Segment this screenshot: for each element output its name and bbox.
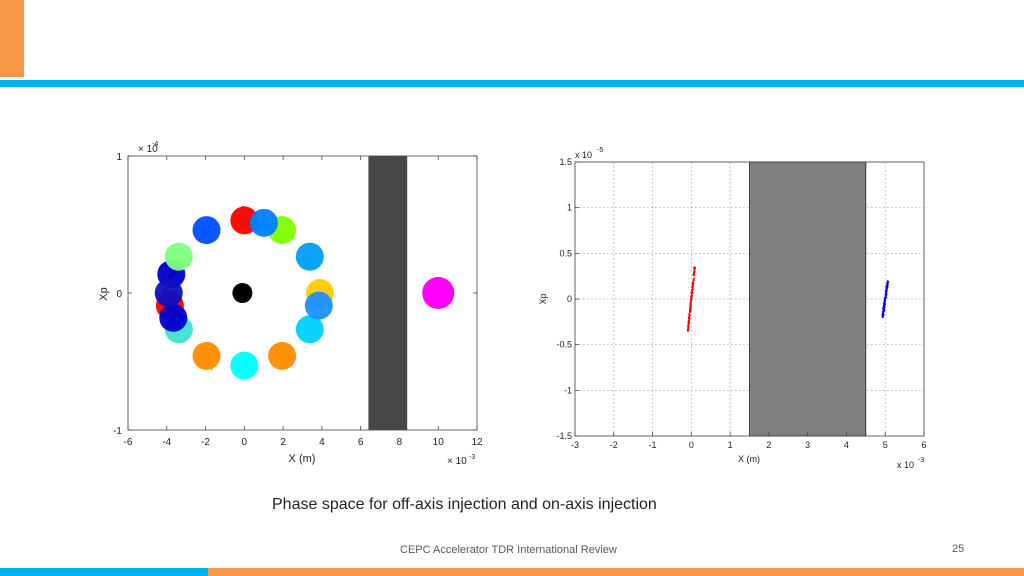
right-x-tick-label: -3 — [571, 440, 579, 450]
left-x-tick-label: -6 — [124, 437, 133, 448]
left-septum-blade — [368, 156, 408, 430]
right-x-tick-label: 2 — [766, 440, 771, 450]
ring-bunch-14 — [295, 242, 324, 271]
ring-bunch-17 — [154, 279, 183, 307]
left-x-tick-label: 4 — [319, 437, 325, 448]
right-y-multiplier: x 10 — [575, 150, 592, 160]
left-x-tick-label: 2 — [280, 437, 286, 448]
right-x-tick-label: 5 — [883, 440, 888, 450]
injected-beam — [422, 277, 455, 309]
right-x-tick-label: 3 — [805, 440, 810, 450]
header-divider-bar — [0, 80, 1024, 87]
left-y-tick-label: -1 — [113, 426, 122, 437]
ring-bunch-12 — [192, 216, 221, 245]
left-x-multiplier: × 10 — [447, 456, 467, 467]
injected-beam — [881, 280, 890, 319]
left-y-multiplier: × 10 — [138, 144, 158, 155]
left-x-tick-label: 8 — [397, 437, 403, 448]
right-y-tick-label: 1 — [567, 203, 572, 213]
corner-accent-block — [0, 0, 24, 77]
left-x-tick-label: -4 — [162, 437, 171, 448]
right-x-tick-label: 6 — [921, 440, 926, 450]
left-x-tick-label: -2 — [201, 437, 210, 448]
left-y-exponent: -4 — [152, 141, 158, 148]
right-x-tick-label: 0 — [689, 440, 694, 450]
left-x-tick-label: 10 — [433, 437, 445, 448]
right-y-tick-label: -1.5 — [556, 431, 572, 441]
left-x-exponent: -3 — [469, 454, 475, 461]
right-x-exponent: -3 — [918, 457, 924, 464]
right-x-tick-label: -2 — [610, 440, 618, 450]
ring-bunch-16 — [159, 303, 188, 332]
slide-footer: CEPC Accelerator TDR International Revie… — [400, 544, 617, 556]
footer-bar-blue — [0, 568, 208, 576]
right-x-tick-label: -1 — [649, 440, 657, 450]
left-y-tick-label: 1 — [116, 152, 122, 163]
right-y-axis-label: Xp — [538, 293, 548, 304]
right-y-tick-label: 0 — [567, 294, 572, 304]
ring-bunch-15 — [304, 291, 333, 320]
right-septum-blade — [749, 161, 867, 437]
left-x-tick-label: 6 — [358, 437, 364, 448]
stored-beam-core — [232, 283, 253, 303]
left-x-axis-label: X (m) — [289, 453, 316, 465]
stored-beam — [686, 266, 697, 332]
ring-bunch-13 — [249, 208, 278, 237]
right-x-axis-label: X (m) — [738, 454, 760, 464]
right-y-exponent: -5 — [597, 147, 603, 154]
ring-bunch-4 — [295, 315, 324, 344]
left-y-tick-label: 0 — [116, 289, 122, 300]
left-x-tick-label: 0 — [242, 437, 248, 448]
page-number: 25 — [952, 543, 965, 555]
right-x-tick-label: 1 — [728, 440, 733, 450]
right-x-tick-label: 4 — [844, 440, 849, 450]
footer-bar-orange — [208, 568, 1024, 576]
right-y-tick-label: 0.5 — [559, 248, 572, 258]
right-y-tick-label: 1.5 — [559, 157, 572, 167]
ring-bunch-5 — [268, 341, 297, 370]
right-y-tick-label: -0.5 — [556, 340, 572, 350]
right-y-tick-label: -1 — [564, 385, 572, 395]
left-y-axis-label: Xp — [98, 287, 110, 300]
slide-caption: Phase space for off-axis injection and o… — [272, 496, 657, 513]
ring-bunch-7 — [192, 341, 221, 370]
left-x-tick-label: 12 — [471, 437, 483, 448]
right-x-multiplier: x 10 — [897, 460, 914, 470]
left-plot-area — [128, 156, 477, 430]
ring-bunch-6 — [230, 351, 259, 380]
ring-bunch-11 — [164, 242, 193, 271]
